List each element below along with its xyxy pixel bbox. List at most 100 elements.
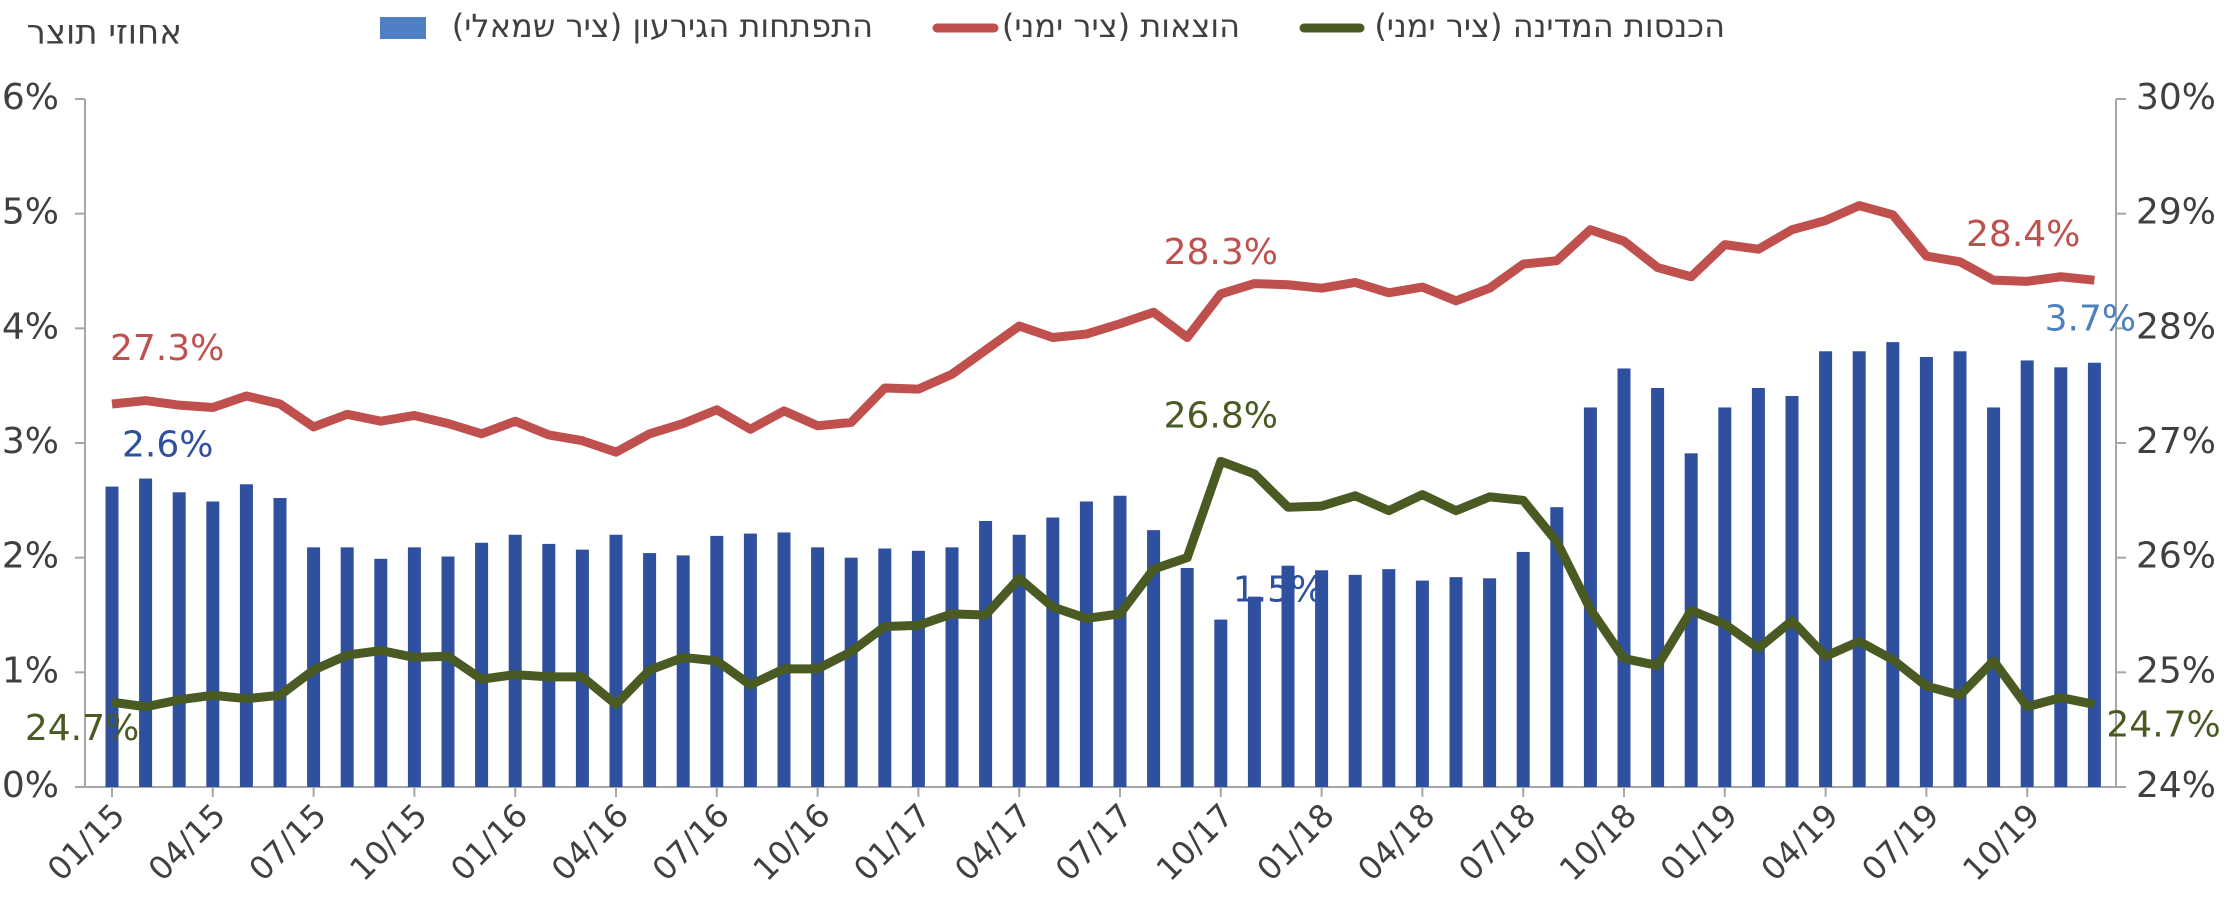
bar — [1348, 574, 1362, 787]
bar — [1852, 351, 1866, 787]
data-label: 26.8% — [1164, 395, 1278, 436]
data-label: 27.3% — [110, 328, 224, 369]
y2-tick-label: 26% — [2136, 536, 2216, 577]
bar — [206, 501, 220, 787]
bar — [441, 556, 455, 787]
bar — [2054, 367, 2068, 787]
data-label: 3.7% — [2045, 299, 2136, 340]
data-label: 24.7% — [25, 708, 139, 749]
x-tick-label: 10/18 — [1552, 796, 1644, 888]
y2-tick-label: 27% — [2136, 421, 2216, 462]
bar — [1449, 577, 1463, 787]
bar — [1785, 395, 1799, 787]
bar — [1617, 368, 1631, 787]
y2-tick-label: 28% — [2136, 306, 2216, 347]
bar — [1751, 387, 1765, 787]
bar — [1483, 578, 1497, 787]
bar — [1651, 387, 1665, 787]
bar — [374, 558, 388, 787]
bar — [1180, 567, 1194, 787]
y2-tick-label: 25% — [2136, 650, 2216, 691]
bar — [1684, 453, 1698, 787]
y-tick-label: 0% — [2, 765, 59, 806]
y-tick-label: 1% — [2, 650, 59, 691]
x-tick-label: 01/16 — [443, 796, 535, 888]
bar — [878, 548, 892, 787]
bar — [1583, 407, 1597, 787]
bar — [139, 478, 153, 787]
x-tick-label: 01/19 — [1653, 796, 1745, 888]
x-tick-label: 10/17 — [1149, 796, 1241, 888]
x-tick-label: 07/18 — [1451, 796, 1543, 888]
bar — [1718, 407, 1732, 787]
x-tick-label: 04/19 — [1754, 796, 1846, 888]
bar — [1012, 534, 1026, 787]
bar — [945, 547, 959, 787]
bar — [1919, 357, 1933, 787]
bar — [1247, 596, 1261, 787]
y-tick-label: 5% — [2, 192, 59, 233]
bar — [407, 547, 421, 787]
x-tick-label: 01/15 — [40, 796, 132, 888]
bar — [475, 542, 489, 787]
legend-label: התפתחות הגירעון (ציר שמאלי) — [452, 7, 873, 45]
bar — [542, 543, 556, 787]
x-tick-label: 07/16 — [645, 796, 737, 888]
x-tick-label: 07/15 — [242, 796, 334, 888]
legend-label: הכנסות המדינה (ציר ימני) — [1374, 7, 1725, 45]
bar — [340, 547, 354, 787]
bar — [1516, 551, 1530, 787]
bar — [1113, 495, 1127, 787]
data-label: 28.3% — [1164, 232, 1278, 273]
x-tick-label: 07/19 — [1854, 796, 1946, 888]
bar — [2087, 362, 2101, 787]
bar — [1382, 569, 1396, 787]
data-label: 2.6% — [122, 425, 213, 466]
bar — [1079, 501, 1093, 787]
bar — [1415, 580, 1429, 787]
bar — [1315, 570, 1329, 787]
x-tick-label: 10/15 — [342, 796, 434, 888]
bar — [911, 550, 925, 787]
legend-label: הוצאות (ציר ימני) — [1002, 7, 1240, 45]
bar — [172, 492, 186, 787]
bar — [743, 533, 757, 787]
y2-tick-label: 24% — [2136, 765, 2216, 806]
x-tick-label: 10/19 — [1955, 796, 2047, 888]
data-label: 28.4% — [1966, 214, 2080, 255]
bar — [676, 555, 690, 787]
bar — [609, 534, 623, 787]
x-tick-label: 07/17 — [1048, 796, 1140, 888]
data-label: 1.5% — [1233, 570, 1324, 611]
y-tick-label: 3% — [2, 421, 59, 462]
bar — [1214, 619, 1228, 787]
bar — [1819, 351, 1833, 787]
x-tick-label: 01/18 — [1250, 796, 1342, 888]
bar — [2020, 360, 2034, 787]
x-tick-label: 01/17 — [846, 796, 938, 888]
bar — [1147, 530, 1161, 787]
y-tick-label: 4% — [2, 306, 59, 347]
bar — [508, 534, 522, 787]
legend-swatch — [380, 17, 426, 39]
x-tick-label: 04/15 — [141, 796, 233, 888]
bar — [105, 486, 119, 787]
x-tick-label: 04/17 — [947, 796, 1039, 888]
y2-tick-label: 29% — [2136, 192, 2216, 233]
line — [111, 201, 2095, 457]
bar — [1987, 407, 2001, 787]
x-tick-label: 04/18 — [1350, 796, 1442, 888]
x-tick-label: 04/16 — [544, 796, 636, 888]
data-label: 24.7% — [2106, 704, 2220, 745]
bar — [1886, 342, 1900, 787]
y2-tick-label: 30% — [2136, 77, 2216, 118]
bar — [777, 532, 791, 787]
bar — [239, 484, 253, 787]
bar — [1046, 517, 1060, 787]
bar — [1953, 351, 1967, 787]
y-tick-label: 2% — [2, 536, 59, 577]
bar — [575, 549, 589, 787]
bar — [1550, 507, 1564, 787]
x-tick-label: 10/16 — [746, 796, 838, 888]
